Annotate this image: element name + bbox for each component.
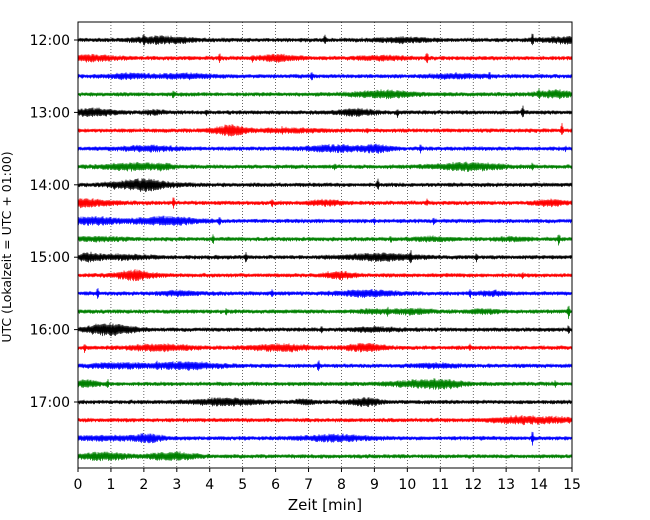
trace-1715 [77,414,573,426]
x-tick-label: 10 [398,477,416,493]
x-tick-label: 9 [370,477,379,493]
y-tick-label: 14:00 [30,178,70,194]
trace-1345 [77,161,573,172]
y-tick-label: 17:00 [30,395,70,411]
y-tick-label: 13:00 [30,105,70,121]
trace-1400 [77,178,573,193]
trace-1445 [77,234,573,246]
trace-1315 [77,122,573,137]
x-tick-label: 5 [238,477,247,493]
trace-1500 [77,250,573,264]
trace-1215 [77,52,573,64]
y-tick-label: 15:00 [30,250,70,266]
y-axis-ticks: 12:00 13:00 14:00 15:00 16:00 17:00 [30,33,78,411]
trace-1730 [77,431,573,446]
x-tick-label: 3 [172,477,181,493]
trace-1545 [77,305,573,320]
trace-1415 [77,197,573,209]
trace-1515 [77,269,573,282]
plot-frame [77,21,573,469]
trace-1700 [77,396,573,408]
x-tick-label: 4 [205,477,214,493]
seismogram-traces [77,33,573,462]
trace-1600 [77,322,573,337]
x-tick-label: 2 [139,477,148,493]
x-tick-label: 15 [563,477,581,493]
x-axis-label: Zeit [min] [288,496,362,514]
x-tick-label: 1 [106,477,115,493]
trace-1330 [77,143,573,154]
trace-1430 [77,215,573,226]
x-tick-label: 7 [304,477,313,493]
x-tick-label: 8 [337,477,346,493]
x-tick-label: 12 [464,477,482,493]
trace-1630 [77,360,573,372]
x-tick-label: 0 [74,477,83,493]
x-tick-label: 13 [497,477,515,493]
trace-1745 [77,451,573,462]
y-tick-label: 16:00 [30,323,70,339]
y-tick-label: 12:00 [30,33,70,49]
x-tick-label: 14 [530,477,548,493]
x-tick-label: 6 [271,477,280,493]
x-tick-label: 11 [431,477,449,493]
trace-1615 [77,342,573,354]
trace-1230 [77,71,573,81]
trace-1645 [77,378,573,390]
x-axis-ticks: 0 1 2 3 4 5 6 7 8 9 10 11 12 13 14 15 [74,468,581,493]
y-axis-label: UTC (Lokalzeit = UTC + 01:00) [0,151,14,342]
vertical-gridlines [110,22,540,468]
trace-1245 [77,88,573,100]
trace-1200 [77,33,573,46]
trace-1530 [77,287,573,299]
trace-1300 [77,105,573,118]
